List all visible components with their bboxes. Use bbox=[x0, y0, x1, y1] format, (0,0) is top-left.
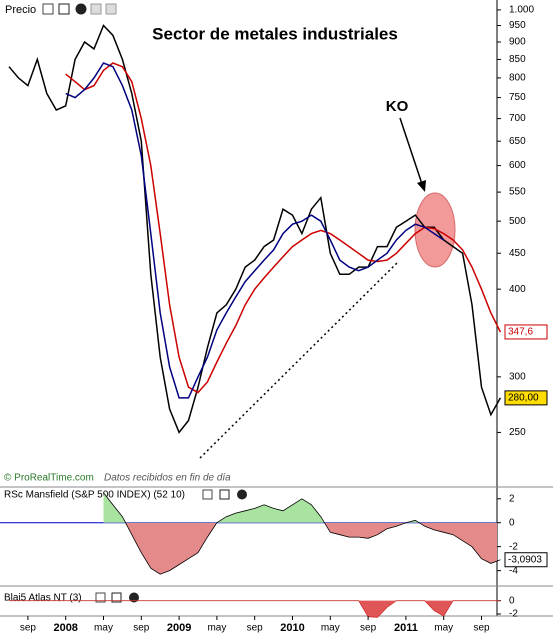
chart-title: Sector de metales industriales bbox=[152, 24, 398, 43]
y-tick-label: 950 bbox=[509, 20, 526, 31]
panel-title: RSc Mansfield (S&P 500 INDEX) (52 10) bbox=[4, 490, 185, 501]
series-line bbox=[65, 62, 445, 399]
up-icon[interactable] bbox=[90, 3, 102, 15]
y-tick-label: 450 bbox=[509, 248, 526, 259]
y-tick-label: 700 bbox=[509, 113, 526, 124]
window-icon[interactable] bbox=[58, 3, 70, 15]
toolbar-icons[interactable] bbox=[42, 3, 117, 15]
x-tick-label: may bbox=[321, 623, 340, 634]
close-icon[interactable] bbox=[75, 3, 87, 15]
x-tick-label: may bbox=[434, 623, 453, 634]
x-tick-label: sep bbox=[133, 623, 150, 634]
last-value-label: -3,0903 bbox=[508, 554, 542, 565]
down-icon[interactable] bbox=[105, 3, 117, 15]
close-icon[interactable] bbox=[237, 489, 247, 500]
series-line bbox=[103, 492, 501, 575]
y-tick-label: 800 bbox=[509, 73, 526, 84]
y-tick-label: 0 bbox=[509, 595, 515, 606]
y-tick-label: 600 bbox=[509, 160, 526, 171]
note: Datos recibidos en fin de día bbox=[104, 473, 231, 484]
x-tick-label: 2010 bbox=[280, 622, 304, 634]
y-tick-label: 400 bbox=[509, 284, 526, 295]
x-tick-label: sep bbox=[20, 623, 37, 634]
y-tick-label: 1.000 bbox=[509, 5, 534, 16]
x-tick-label: 2008 bbox=[53, 622, 77, 634]
window-icon[interactable] bbox=[219, 489, 230, 500]
close-icon[interactable] bbox=[129, 592, 139, 603]
x-tick-label: may bbox=[207, 623, 226, 634]
window-icon[interactable] bbox=[111, 592, 122, 603]
series-line bbox=[8, 24, 502, 434]
y-tick-label: 0 bbox=[509, 517, 515, 528]
y-tick-label: 550 bbox=[509, 187, 526, 198]
arrow-head bbox=[417, 180, 426, 192]
x-tick-label: sep bbox=[473, 623, 490, 634]
last-value-box bbox=[504, 324, 548, 340]
source: © ProRealTime.com bbox=[4, 473, 94, 484]
y-tick-label: 900 bbox=[509, 37, 526, 48]
wrench-icon[interactable] bbox=[95, 592, 106, 603]
last-value-label: 347,6 bbox=[508, 327, 533, 338]
trend-line bbox=[199, 261, 399, 459]
wrench-icon[interactable] bbox=[202, 489, 213, 500]
series-line bbox=[9, 600, 501, 618]
area-below bbox=[125, 523, 497, 575]
x-tick-label: sep bbox=[247, 623, 264, 634]
x-tick-label: sep bbox=[360, 623, 377, 634]
y-tick-label: -2 bbox=[509, 541, 518, 552]
y-tick-label: -2 bbox=[509, 609, 518, 620]
x-tick-label: 2009 bbox=[167, 622, 191, 634]
x-tick-label: 2011 bbox=[394, 622, 418, 634]
y-tick-label: 850 bbox=[509, 54, 526, 65]
area-below bbox=[9, 600, 501, 618]
y-tick-label: 500 bbox=[509, 216, 526, 227]
last-value-box bbox=[504, 552, 548, 568]
y-tick-label: 2 bbox=[509, 493, 515, 504]
area-above bbox=[103, 492, 497, 523]
arrow bbox=[399, 117, 423, 185]
y-tick-label: -4 bbox=[509, 565, 518, 576]
y-tick-label: 250 bbox=[509, 427, 526, 438]
annotation: KO bbox=[386, 98, 409, 115]
y-tick-label: 650 bbox=[509, 136, 526, 147]
highlight-circle bbox=[414, 192, 456, 268]
series-line bbox=[65, 62, 502, 394]
y-tick-label: 300 bbox=[509, 371, 526, 382]
wrench-icon[interactable] bbox=[42, 3, 54, 15]
panel-title: Blai5 Atlas NT (3) bbox=[4, 593, 82, 604]
x-tick-label: may bbox=[94, 623, 113, 634]
y-tick-label: 750 bbox=[509, 92, 526, 103]
last-value-box bbox=[504, 390, 548, 406]
legend-label: Precio bbox=[5, 4, 36, 16]
last-value-label: 280,00 bbox=[508, 393, 539, 404]
